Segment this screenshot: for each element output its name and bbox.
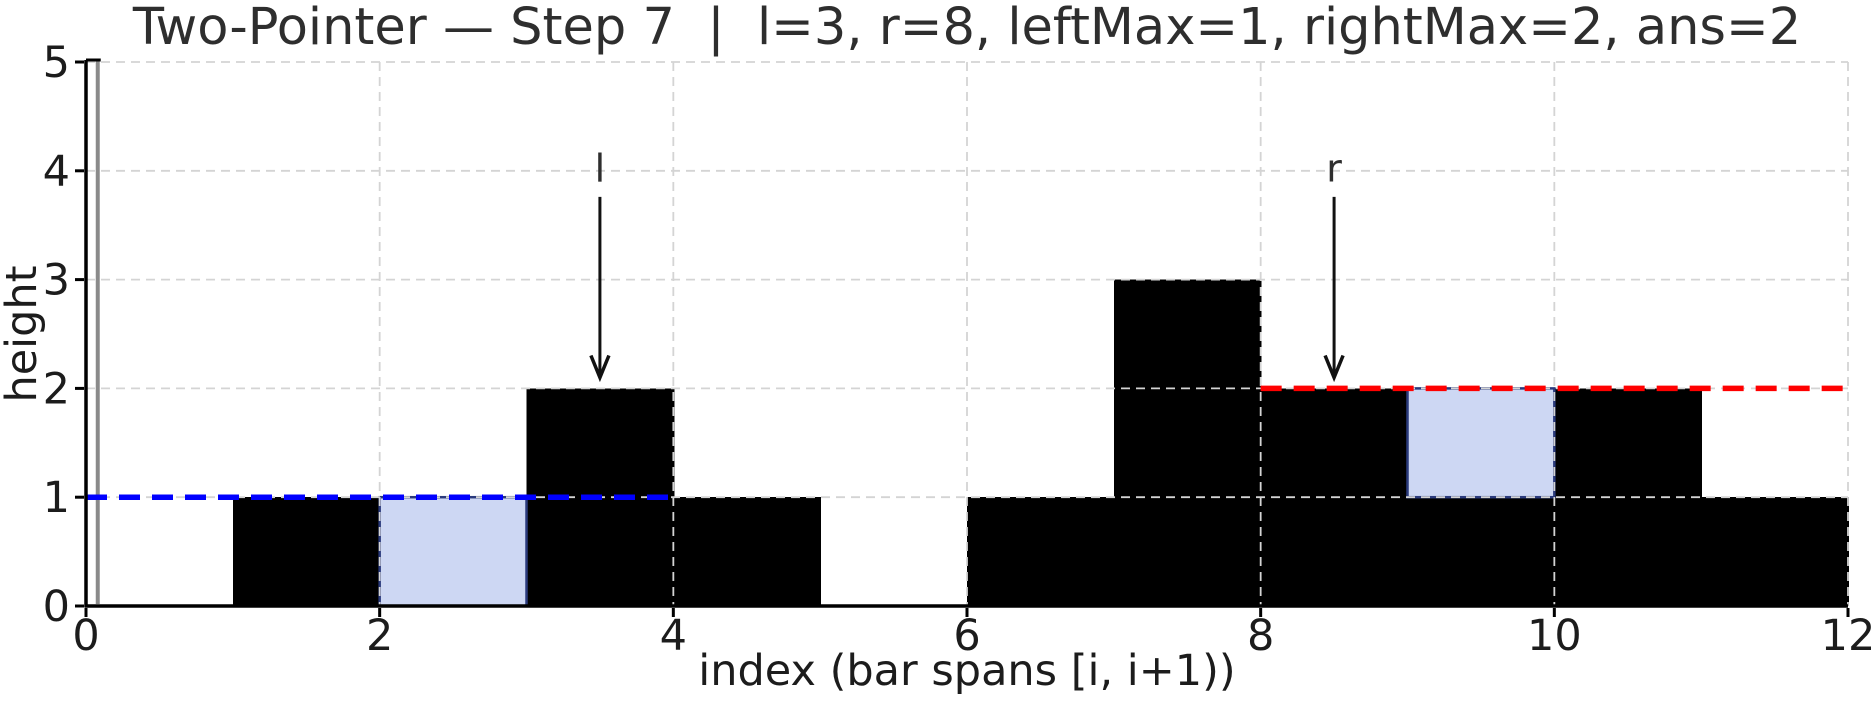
x-tick-label: 0	[72, 611, 99, 661]
x-tick-label: 2	[366, 611, 393, 661]
bar-rect	[1113, 279, 1262, 606]
bar-rect	[1407, 497, 1556, 606]
water-cell	[1406, 387, 1556, 499]
bar-rect	[967, 497, 1115, 606]
pointer-arrowhead-l	[589, 354, 611, 383]
x-tick-label: 6	[953, 611, 980, 661]
x-tick-label: 4	[660, 611, 687, 661]
x-tick-label: 8	[1247, 611, 1274, 661]
x-tick-label: 10	[1527, 611, 1582, 661]
bar-rect	[673, 497, 822, 606]
y-tick-label: 0	[43, 582, 70, 632]
pointer-label-l: l	[595, 147, 606, 191]
x-tick-label: 12	[1821, 611, 1871, 661]
y-tick-label: 2	[43, 364, 70, 414]
y-tick-label: 1	[43, 473, 70, 523]
pointer-arrowhead-r	[1323, 354, 1345, 383]
y-axis-label: height	[0, 265, 47, 403]
water-cell	[378, 495, 528, 608]
chart-title: Two-Pointer — Step 7 | l=3, r=8, leftMax…	[132, 0, 1802, 57]
x-axis-label: index (bar spans [i, i+1))	[698, 646, 1236, 696]
bar-rect	[1701, 497, 1849, 606]
pointer-label-r: r	[1326, 147, 1342, 191]
bar-rect	[232, 497, 381, 606]
y-tick-label: 5	[43, 38, 70, 88]
y-tick-label: 4	[43, 147, 70, 197]
y-tick-label: 3	[43, 256, 70, 306]
